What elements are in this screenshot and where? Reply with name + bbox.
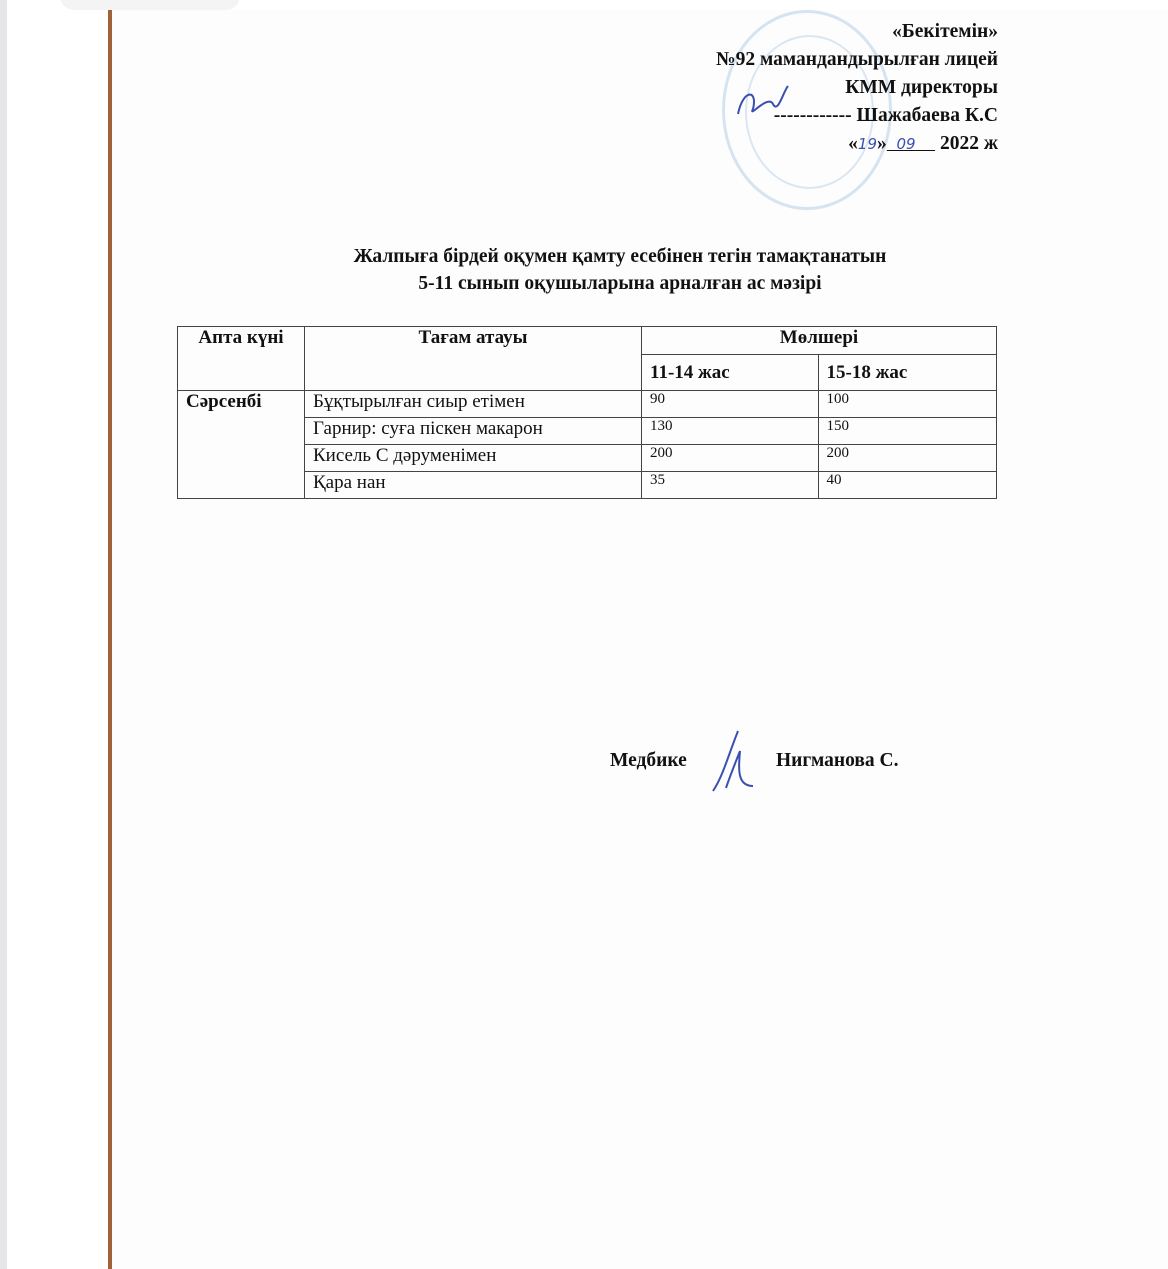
title-line2: 5-11 сынып оқушыларына арналған ас мәзір… (418, 273, 822, 294)
document-title: Жалпыға бірдей оқумен қамту есебінен тег… (180, 243, 1060, 297)
amount-15-18: 200 (817, 444, 998, 472)
table-row: Қара нан 35 40 (178, 471, 998, 499)
menu-table: Апта күні Тағам атауы Мөлшері 11-14 жас … (177, 326, 998, 499)
dish-cell: Гарнир: суға піскен макарон (304, 417, 642, 445)
header-age-15-18: 15-18 жас (817, 354, 998, 391)
nurse-signature-icon (712, 730, 754, 792)
amount-11-14: 130 (641, 417, 819, 445)
approval-line3: КММ директоры (845, 77, 998, 98)
document-page (112, 10, 1168, 1269)
approval-line2: №92 мамандандырылған лицей (716, 49, 998, 70)
header-dish: Тағам атауы (304, 326, 642, 391)
table-row: Сәрсенбі Бұқтырылған сиыр етімен 90 100 (177, 390, 998, 499)
amount-11-14: 90 (641, 390, 819, 418)
director-signature-icon (737, 85, 789, 115)
viewer-top-tab (60, 0, 240, 10)
amount-11-14: 200 (641, 444, 819, 472)
dish-cell: Қара нан (304, 471, 642, 499)
dish-cell: Бұқтырылған сиыр етімен (304, 390, 642, 418)
amount-15-18: 150 (817, 417, 998, 445)
amount-15-18: 40 (817, 471, 998, 499)
nurse-name: Нигманова С. (776, 750, 899, 771)
table-row: Кисель С дәруменімен 200 200 (178, 444, 998, 472)
viewer-left-edge (0, 0, 7, 1269)
approval-block: «Бекітемін» №92 мамандандырылған лицей К… (716, 18, 998, 158)
header-amount: Мөлшері (641, 326, 997, 355)
amount-15-18: 100 (817, 390, 998, 418)
page-edge (108, 10, 112, 1269)
official-stamp-inner (745, 35, 874, 189)
dish-cell: Кисель С дәруменімен (304, 444, 642, 472)
header-age-11-14: 11-14 жас (641, 354, 819, 391)
approval-date: «19» 09 2022 ж (848, 133, 998, 154)
table-row: Гарнир: суға піскен макарон 130 150 (178, 417, 998, 445)
header-day: Апта күні (177, 326, 305, 391)
approval-line1: «Бекітемін» (892, 21, 998, 42)
day-cell: Сәрсенбі (177, 390, 305, 499)
nurse-role: Медбике (610, 750, 687, 771)
amount-11-14: 35 (641, 471, 819, 499)
approval-line4: ------------ Шажабаева К.С (773, 105, 998, 126)
official-stamp (722, 10, 892, 210)
title-line1: Жалпыға бірдей оқумен қамту есебінен тег… (353, 246, 887, 267)
